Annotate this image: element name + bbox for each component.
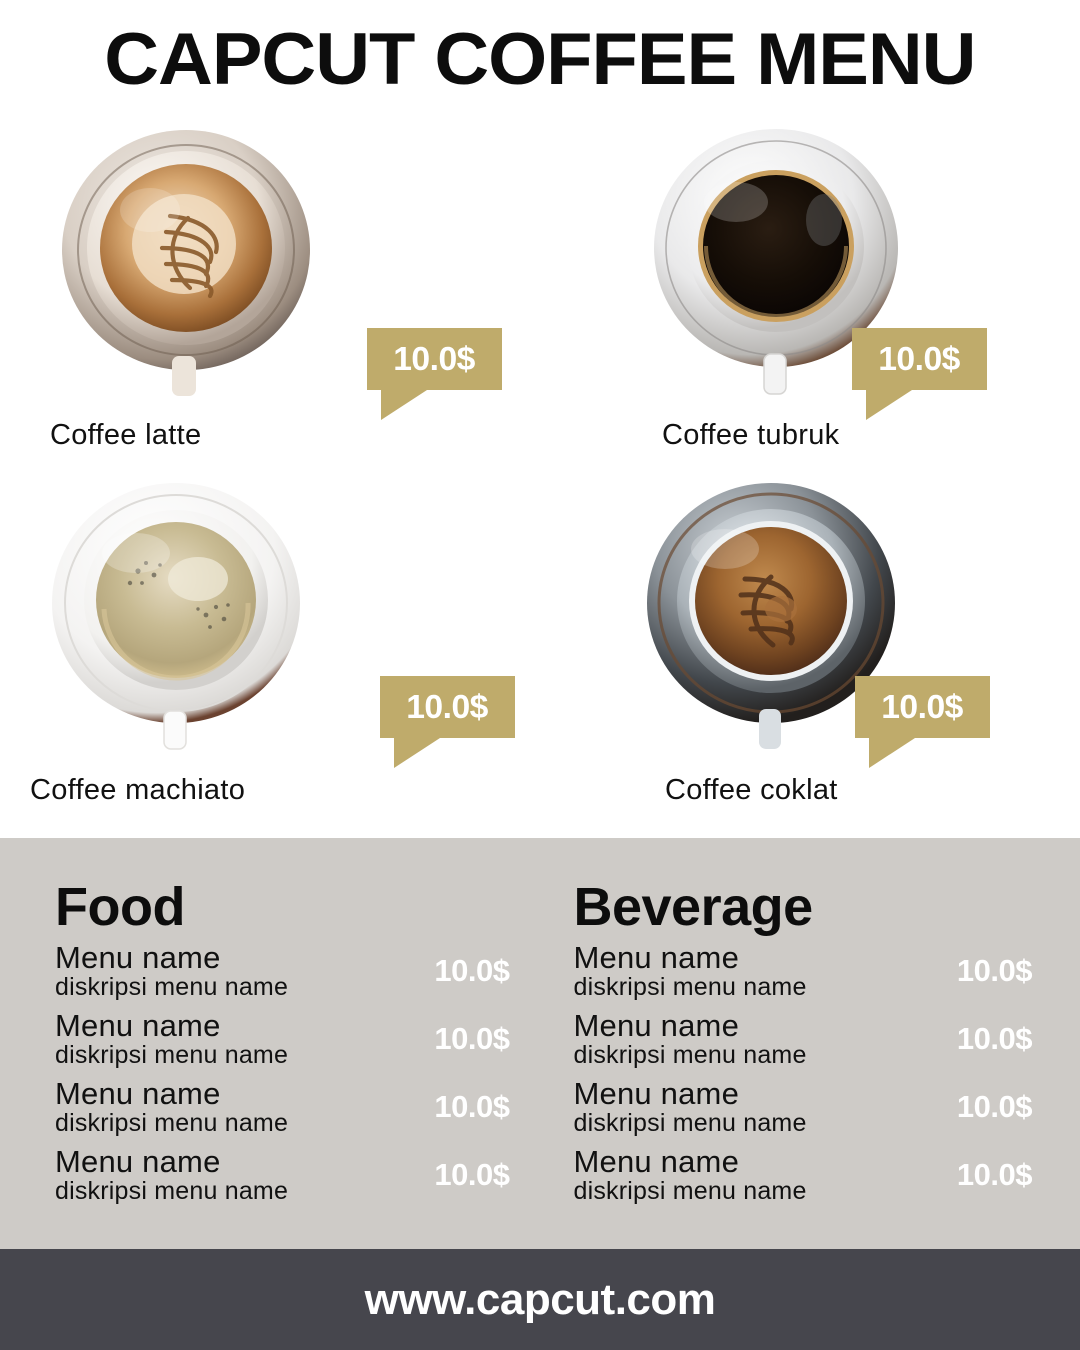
price-badge: 10.0$: [855, 676, 990, 768]
menu-item-desc: diskripsi menu name: [573, 1109, 807, 1137]
coffee-cup-coklat-icon: [605, 483, 935, 751]
menu-item-price: 10.0$: [434, 1021, 510, 1056]
menu-item-row[interactable]: Menu name diskripsi menu name 10.0$: [55, 1146, 514, 1204]
menu-item-name: Menu name: [55, 1076, 221, 1111]
menu-panel: Food Menu name diskripsi menu name 10.0$…: [0, 838, 1080, 1249]
price-text: 10.0$: [406, 688, 489, 725]
menu-item-name: Menu name: [55, 1008, 221, 1043]
menu-item-name: Menu name: [573, 1076, 740, 1111]
coffee-name-label: Coffee latte: [50, 419, 202, 451]
website-url[interactable]: www.capcut.com: [364, 1274, 716, 1324]
badge-tail: [866, 390, 912, 420]
menu-item-row[interactable]: Menu name diskripsi menu name 10.0$: [574, 1146, 1033, 1204]
price-badge: 10.0$: [367, 328, 502, 420]
menu-item-name: Menu name: [573, 940, 740, 975]
menu-item-row[interactable]: Menu name diskripsi menu name 10.0$: [574, 1010, 1033, 1068]
price-badge: 10.0$: [380, 676, 515, 768]
coffee-card-latte[interactable]: 10.0$ Coffee latte: [20, 128, 520, 458]
menu-item-price: 10.0$: [956, 1089, 1033, 1124]
menu-item-price: 10.0$: [434, 953, 510, 988]
coffee-name-label: Coffee machiato: [30, 774, 246, 806]
coffee-cup-machiato-icon: [10, 483, 340, 751]
menu-item-price: 10.0$: [956, 1157, 1033, 1192]
badge-tail: [394, 738, 440, 768]
menu-item-name: Menu name: [55, 1144, 221, 1179]
coffee-name-label: Coffee coklat: [665, 774, 838, 806]
menu-item-desc: diskripsi menu name: [55, 1109, 289, 1137]
menu-section-beverage: Beverage Menu name diskripsi menu name 1…: [574, 876, 1033, 1214]
menu-item-desc: diskripsi menu name: [55, 1041, 289, 1069]
menu-item-price: 10.0$: [956, 953, 1033, 988]
menu-item-price: 10.0$: [434, 1157, 510, 1192]
section-title: Food: [55, 877, 185, 937]
price-text: 10.0$: [878, 340, 961, 377]
price-text: 10.0$: [881, 688, 964, 725]
coffee-card-tubruk[interactable]: 10.0$ Coffee tubruk: [550, 128, 1050, 458]
menu-item-desc: diskripsi menu name: [55, 973, 289, 1001]
price-badge: 10.0$: [852, 328, 987, 420]
menu-item-name: Menu name: [573, 1144, 740, 1179]
menu-item-desc: diskripsi menu name: [55, 1177, 289, 1205]
menu-item-row[interactable]: Menu name diskripsi menu name 10.0$: [574, 1078, 1033, 1136]
footer-bar: www.capcut.com: [0, 1249, 1080, 1350]
section-title: Beverage: [573, 877, 814, 937]
header: CAPCUT COFFEE MENU: [0, 0, 1080, 118]
menu-item-price: 10.0$: [434, 1089, 510, 1124]
coffee-grid: 10.0$ Coffee latte: [0, 118, 1080, 838]
page-title: CAPCUT COFFEE MENU: [104, 18, 976, 100]
menu-item-desc: diskripsi menu name: [573, 1041, 807, 1069]
coffee-cup-tubruk-icon: [610, 128, 940, 396]
menu-item-row[interactable]: Menu name diskripsi menu name 10.0$: [55, 942, 514, 1000]
coffee-name-label: Coffee tubruk: [662, 419, 840, 451]
menu-item-desc: diskripsi menu name: [573, 973, 807, 1001]
menu-item-price: 10.0$: [956, 1021, 1033, 1056]
badge-tail: [381, 390, 427, 420]
menu-item-name: Menu name: [573, 1008, 740, 1043]
menu-item-name: Menu name: [55, 940, 221, 975]
coffee-card-machiato[interactable]: 10.0$ Coffee machiato: [10, 483, 515, 813]
menu-section-food: Food Menu name diskripsi menu name 10.0$…: [55, 876, 514, 1214]
price-text: 10.0$: [393, 340, 476, 377]
badge-tail: [869, 738, 915, 768]
menu-columns: Food Menu name diskripsi menu name 10.0$…: [0, 838, 1080, 1214]
menu-item-row[interactable]: Menu name diskripsi menu name 10.0$: [55, 1078, 514, 1136]
menu-item-desc: diskripsi menu name: [573, 1177, 807, 1205]
menu-item-row[interactable]: Menu name diskripsi menu name 10.0$: [574, 942, 1033, 1000]
menu-item-row[interactable]: Menu name diskripsi menu name 10.0$: [55, 1010, 514, 1068]
coffee-card-coklat[interactable]: 10.0$ Coffee coklat: [545, 483, 1045, 813]
coffee-cup-latte-icon: [20, 128, 350, 396]
